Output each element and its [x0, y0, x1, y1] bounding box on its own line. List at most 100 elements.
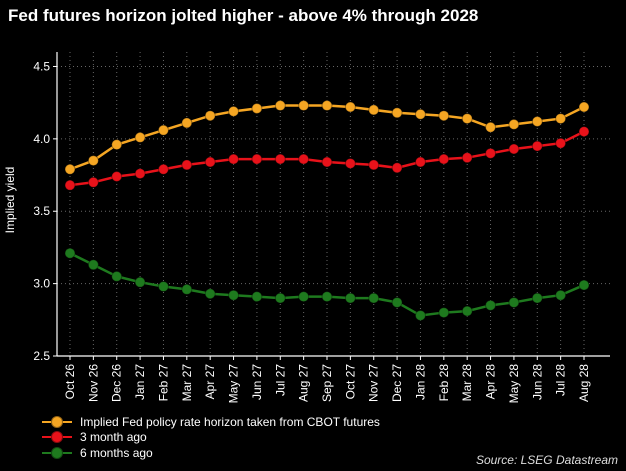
y-tick-label: 4.5: [33, 59, 50, 73]
x-tick-label: Apr 28: [484, 364, 498, 400]
x-tick-label: Nov 26: [86, 364, 100, 402]
x-tick-label: Oct 27: [343, 364, 357, 400]
data-point: [391, 162, 403, 174]
legend-item: 6 months ago: [42, 445, 380, 461]
data-point: [274, 100, 286, 112]
series-0: [64, 100, 590, 175]
legend-swatch: [42, 446, 72, 459]
data-point: [228, 105, 240, 117]
y-tick-labels: 2.5 3.0 3.5 4.0 4.5: [33, 59, 50, 363]
data-point: [508, 143, 520, 155]
data-point: [228, 153, 240, 165]
data-point: [134, 168, 146, 180]
data-point: [485, 299, 497, 311]
series-group: [64, 100, 590, 321]
source-note: Source: LSEG Datastream: [475, 453, 618, 467]
x-tick-label: Jan 28: [413, 364, 427, 400]
data-point: [555, 137, 567, 149]
y-tick-label: 3.0: [33, 277, 50, 291]
x-tick-label: Aug 28: [577, 364, 591, 402]
data-point: [368, 159, 380, 171]
data-point: [251, 153, 263, 165]
data-point: [461, 152, 473, 164]
data-point: [64, 179, 76, 191]
data-point: [274, 153, 286, 165]
data-point: [485, 121, 497, 133]
data-point: [531, 115, 543, 127]
data-point: [344, 157, 356, 169]
series-2: [64, 247, 590, 321]
data-point: [391, 107, 403, 119]
grid-lines: [57, 52, 610, 356]
data-point: [508, 118, 520, 130]
data-point: [134, 276, 146, 288]
x-tick-label: Dec 26: [110, 364, 124, 402]
data-point: [321, 156, 333, 168]
legend-label: 6 months ago: [80, 445, 153, 460]
x-tick-label: Jun 28: [530, 364, 544, 400]
data-point: [157, 124, 169, 136]
data-point: [321, 291, 333, 303]
data-point: [414, 309, 426, 321]
data-point: [228, 289, 240, 301]
data-point: [344, 292, 356, 304]
data-point: [485, 147, 497, 159]
data-point: [157, 281, 169, 293]
data-point: [64, 163, 76, 175]
data-point: [298, 291, 310, 303]
data-point: [251, 291, 263, 303]
data-point: [204, 156, 216, 168]
axes: [53, 52, 610, 360]
data-point: [368, 292, 380, 304]
legend-label: 3 month ago: [80, 430, 147, 445]
legend: Implied Fed policy rate horizon taken fr…: [42, 414, 380, 461]
data-point: [461, 305, 473, 317]
chart-title: Fed futures horizon jolted higher - abov…: [8, 6, 479, 25]
legend-swatch: [42, 415, 72, 428]
x-tick-label: Dec 27: [390, 364, 404, 402]
data-point: [204, 288, 216, 300]
data-point: [531, 140, 543, 152]
data-point: [111, 170, 123, 182]
data-point: [157, 163, 169, 175]
y-tick-label: 3.5: [33, 204, 50, 218]
data-point: [438, 153, 450, 165]
x-tick-label: Nov 27: [367, 364, 381, 402]
data-point: [578, 279, 590, 291]
y-tick-label: 2.5: [33, 349, 50, 363]
data-point: [274, 292, 286, 304]
legend-item: Implied Fed policy rate horizon taken fr…: [42, 414, 380, 430]
legend-swatch: [42, 431, 72, 444]
data-point: [531, 292, 543, 304]
data-point: [298, 100, 310, 112]
x-tick-label: May 28: [507, 364, 521, 404]
data-point: [298, 153, 310, 165]
data-point: [461, 113, 473, 125]
x-tick-label: Apr 27: [203, 364, 217, 400]
data-point: [578, 126, 590, 138]
data-point: [414, 108, 426, 120]
x-tick-label: Feb 27: [156, 364, 170, 402]
data-point: [391, 296, 403, 308]
y-axis-label: Implied yield: [3, 167, 17, 234]
x-tick-label: Mar 27: [180, 364, 194, 402]
x-tick-label: Feb 28: [437, 364, 451, 402]
x-tick-labels: Oct 26 Nov 26 Dec 26 Jan 27 Feb 27 Mar 27 Apr …: [63, 364, 591, 404]
data-point: [87, 259, 99, 271]
x-tick-label: Jul 27: [273, 364, 287, 396]
data-point: [578, 101, 590, 113]
data-point: [438, 110, 450, 122]
data-point: [555, 113, 567, 125]
x-tick-label: Sep 27: [320, 364, 334, 402]
data-point: [555, 289, 567, 301]
data-point: [87, 155, 99, 167]
x-tick-label: May 27: [227, 364, 241, 404]
data-point: [344, 101, 356, 113]
x-tick-label: Mar 28: [460, 364, 474, 402]
series-1: [64, 126, 590, 191]
data-point: [64, 247, 76, 259]
x-tick-label: Jun 27: [250, 364, 264, 400]
data-point: [111, 139, 123, 151]
data-point: [321, 100, 333, 112]
